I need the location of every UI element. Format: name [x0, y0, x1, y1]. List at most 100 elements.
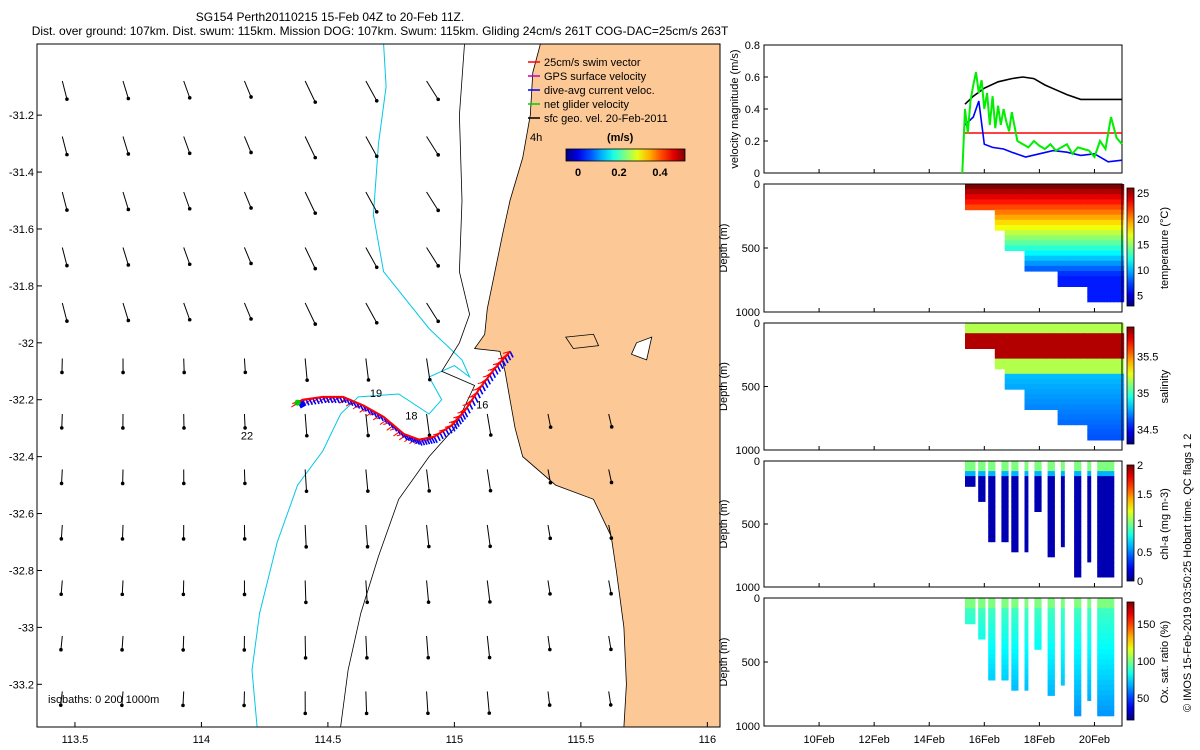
section-cell — [1117, 353, 1121, 360]
section-cell — [968, 333, 973, 339]
section-cell — [1097, 541, 1102, 548]
section-cell — [1077, 461, 1082, 467]
section-cell — [1110, 461, 1115, 467]
section-cell — [1004, 526, 1009, 533]
section-cell — [988, 496, 993, 502]
section-cell — [1074, 219, 1078, 226]
section-cell — [1060, 368, 1065, 375]
section-cell — [1107, 695, 1111, 701]
section-cell — [1074, 348, 1078, 355]
section-cell — [1110, 700, 1115, 707]
section-cell — [1060, 623, 1065, 630]
section-cell — [1097, 695, 1102, 701]
section-cell — [1051, 531, 1055, 538]
section-cell — [1001, 618, 1006, 625]
section-cell — [965, 598, 969, 604]
section-cell — [1044, 260, 1049, 267]
section-cell — [1067, 235, 1072, 241]
section-cell — [1067, 209, 1072, 216]
section-cell — [1110, 571, 1115, 578]
section-cell — [1034, 250, 1039, 257]
section-cell — [1060, 384, 1065, 390]
section-cell — [1034, 214, 1039, 221]
section-cell — [1024, 245, 1029, 252]
section-cell — [1100, 419, 1105, 426]
section-cell — [1051, 521, 1055, 528]
section-cell — [1060, 373, 1065, 380]
section-cell — [1057, 394, 1062, 400]
section-cell — [1034, 240, 1039, 246]
section-cell — [1047, 240, 1052, 246]
section-cell — [1080, 271, 1085, 277]
section-cell — [1070, 333, 1075, 339]
section-cell — [1051, 669, 1055, 676]
section-cell — [1067, 214, 1072, 221]
section-cell — [1093, 194, 1098, 200]
geostrophic-arrow-head — [126, 318, 131, 323]
section-cell — [1103, 394, 1108, 400]
section-colorbar-tick: 0 — [1137, 576, 1143, 588]
section-cell — [1077, 556, 1082, 563]
section-cell — [1024, 199, 1029, 206]
section-cell — [1093, 250, 1098, 257]
section-cell — [1087, 399, 1092, 405]
section-cell — [1097, 286, 1102, 293]
section-cell — [1041, 265, 1045, 272]
section-cell — [1113, 353, 1118, 360]
section-cell — [1070, 199, 1075, 206]
section-cell — [1103, 531, 1108, 538]
section-cell — [1031, 399, 1035, 405]
section-cell — [1080, 245, 1085, 252]
section-cell — [1080, 199, 1085, 206]
section-cell — [1070, 271, 1075, 277]
section-cell — [1080, 250, 1085, 257]
section-cell — [1004, 674, 1009, 681]
section-cell — [1060, 501, 1065, 507]
section-cell — [978, 481, 983, 487]
section-cell — [1034, 245, 1039, 252]
legend-entry: dive-avg current veloc. — [544, 85, 655, 97]
section-cell — [1067, 323, 1072, 329]
section-cell — [1090, 368, 1095, 375]
section-cell — [1110, 291, 1115, 298]
section-cell — [1074, 476, 1078, 482]
section-cell — [1097, 194, 1102, 200]
section-cell — [1107, 409, 1111, 416]
section-cell — [1087, 608, 1092, 614]
section-cell — [968, 476, 973, 482]
section-cell — [1097, 373, 1102, 380]
dac-vector — [439, 432, 444, 440]
section-cell — [1024, 399, 1029, 405]
section-cell — [1070, 389, 1075, 395]
section-cell — [1117, 184, 1121, 190]
section-cell — [1100, 434, 1105, 441]
section-cell — [1077, 685, 1082, 691]
geostrophic-arrow-head — [59, 537, 64, 541]
section-cell — [1004, 511, 1009, 517]
section-cell — [1110, 561, 1115, 568]
geostrophic-arrow-head — [488, 544, 493, 549]
section-cell — [1004, 209, 1009, 216]
section-cell — [1090, 230, 1095, 236]
section-cell — [1117, 419, 1121, 426]
section-cell — [984, 323, 989, 329]
section-cell — [1031, 394, 1035, 400]
section-cell — [1034, 461, 1039, 467]
glider-track — [291, 350, 514, 446]
section-cell — [1087, 551, 1092, 558]
section-cell — [1051, 598, 1055, 604]
colorbar-tick: 0.4 — [652, 167, 668, 179]
geostrophic-arrow-head — [242, 703, 246, 708]
section-cell — [1103, 603, 1108, 609]
section-cell — [1113, 296, 1118, 303]
section-cell — [1110, 265, 1115, 272]
section-cell — [1017, 373, 1022, 380]
section-cell — [1103, 255, 1108, 262]
section-cell — [1110, 669, 1115, 676]
section-cell — [1110, 486, 1115, 492]
section-cell — [1041, 189, 1045, 195]
section-cell — [1080, 214, 1085, 221]
section-cell — [1080, 338, 1085, 344]
section-cell — [1054, 225, 1059, 231]
section-cell — [1060, 674, 1065, 681]
